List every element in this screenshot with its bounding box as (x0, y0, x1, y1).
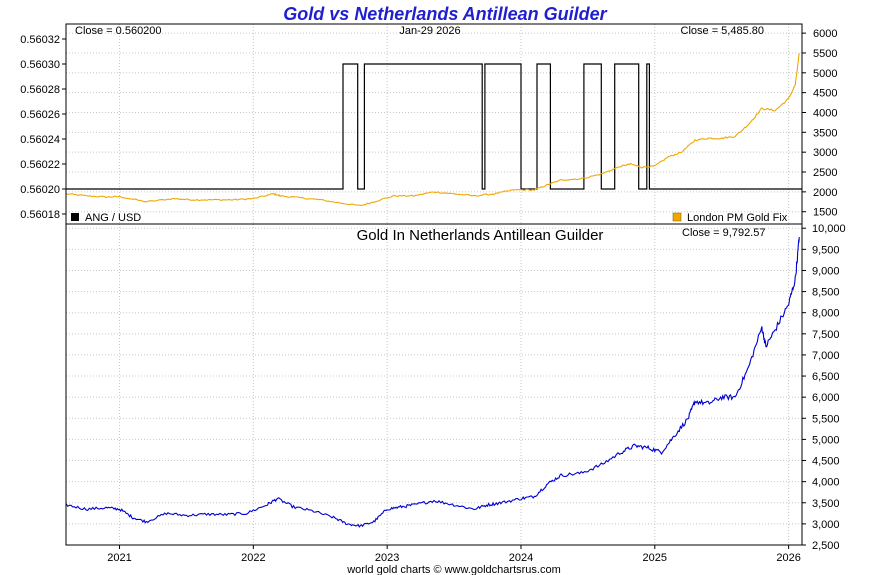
top-right-axis: 6000 5500 5000 4500 4000 3500 3000 2500 2000 1500 (802, 28, 837, 219)
gold-usd-series-line (65, 53, 800, 207)
legend-swatch-ang-usd (71, 213, 79, 221)
bottom-right-tick-label: 3,000 (812, 519, 840, 531)
x-tick-label: 2021 (107, 552, 131, 564)
top-left-tick-label: 0.56032 (20, 34, 60, 46)
bottom-right-close-label: Close = 9,792.57 (682, 227, 765, 239)
top-right-tick-label: 5500 (813, 48, 837, 60)
top-right-close-label: Close = 5,485.80 (681, 25, 764, 37)
ang-usd-series-line (66, 63, 802, 190)
top-left-tick-label: 0.56030 (20, 59, 60, 71)
date-label: Jan-29 2026 (399, 25, 460, 37)
bottom-right-tick-label: 6,000 (812, 392, 840, 404)
legend-swatch-gold-usd (672, 212, 682, 222)
top-right-tick-label: 3500 (813, 127, 837, 139)
bottom-chart-title: Gold In Netherlands Antillean Guilder (357, 227, 604, 244)
footer-credit: world gold charts © www.goldchartsrus.co… (346, 564, 561, 575)
bottom-right-tick-label: 7,500 (812, 329, 840, 341)
x-tick-label: 2025 (643, 552, 667, 564)
bottom-right-axis: 10,000 9,500 9,000 8,500 8,000 7,500 7,000 6,50… (802, 223, 846, 552)
top-left-tick-label: 0.56020 (20, 184, 60, 196)
top-right-tick-label: 4500 (813, 88, 837, 100)
bottom-right-tick-label: 2,500 (812, 540, 840, 552)
x-tick-label: 2023 (375, 552, 399, 564)
top-panel-frame (65, 23, 803, 225)
bottom-right-tick-label: 5,500 (812, 413, 840, 425)
top-panel-grid (66, 24, 802, 224)
top-right-tick-label: 2500 (813, 167, 837, 179)
top-right-tick-label: 2000 (813, 187, 837, 199)
x-tick-label: 2024 (509, 552, 533, 564)
x-tick-label: 2026 (776, 552, 800, 564)
top-right-tick-label: 3000 (813, 147, 837, 159)
top-right-tick-label: 4000 (813, 107, 837, 119)
bottom-right-tick-label: 4,000 (812, 477, 840, 489)
chart-title: Gold vs Netherlands Antillean Guilder (283, 4, 607, 24)
top-right-tick-label: 6000 (813, 28, 837, 40)
top-left-tick-label: 0.56018 (20, 209, 60, 221)
bottom-right-tick-label: 4,500 (812, 456, 840, 468)
x-axis: 2021 2022 2023 2024 2025 2026 (107, 545, 801, 564)
bottom-right-tick-label: 6,500 (812, 371, 840, 383)
legend-label-ang-usd: ANG / USD (85, 212, 141, 224)
top-left-tick-label: 0.56028 (20, 84, 60, 96)
legend-label-gold-usd: London PM Gold Fix (687, 212, 788, 224)
top-left-tick-label: 0.56022 (20, 159, 60, 171)
bottom-right-tick-label: 10,000 (812, 223, 846, 235)
bottom-panel-frame (65, 223, 803, 546)
gold-ang-series-line (65, 237, 800, 528)
bottom-right-tick-label: 9,500 (812, 244, 840, 256)
bottom-right-tick-label: 9,000 (812, 265, 840, 277)
top-left-close-label: Close = 0.560200 (75, 25, 162, 37)
x-tick-label: 2022 (241, 552, 265, 564)
top-left-tick-label: 0.56024 (20, 134, 60, 146)
bottom-right-tick-label: 8,500 (812, 287, 840, 299)
top-left-tick-label: 0.56026 (20, 109, 60, 121)
top-right-tick-label: 1500 (813, 207, 837, 219)
top-left-axis: 0.56032 0.56030 0.56028 0.56026 0.56024 0.560… (20, 34, 66, 221)
bottom-right-tick-label: 7,000 (812, 350, 840, 362)
bottom-right-tick-label: 8,000 (812, 308, 840, 320)
top-right-tick-label: 5000 (813, 68, 837, 80)
bottom-right-tick-label: 3,500 (812, 498, 840, 510)
bottom-panel-grid (66, 224, 802, 546)
bottom-right-tick-label: 5,000 (812, 434, 840, 446)
